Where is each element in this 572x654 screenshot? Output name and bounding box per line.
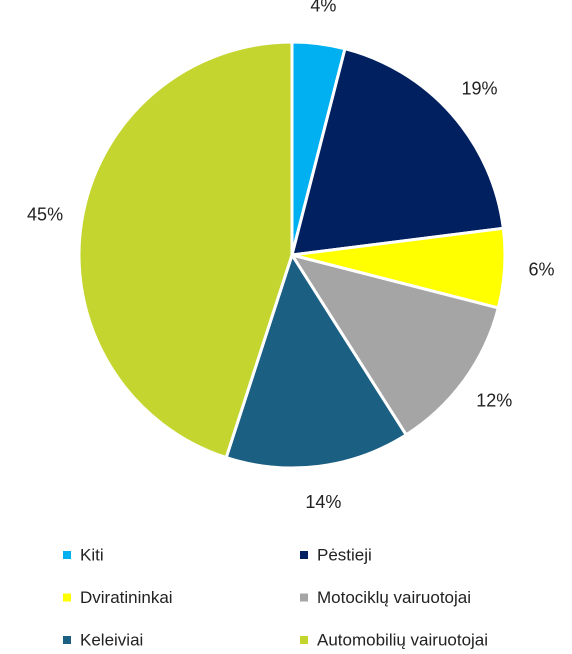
legend-label: Keleiviai <box>80 630 143 649</box>
pie-slice <box>289 46 505 257</box>
legend-swatch <box>300 551 308 559</box>
legend-swatch <box>300 593 308 602</box>
legend-swatch <box>63 593 71 602</box>
pie-slice <box>77 40 294 460</box>
legend-swatch <box>63 636 71 644</box>
pie-slice <box>288 252 501 437</box>
legend-label: Kiti <box>80 545 104 564</box>
data-label: 4% <box>310 0 336 16</box>
pie-slice <box>224 251 409 470</box>
legend-swatch <box>63 551 71 559</box>
data-label: 19% <box>462 78 498 98</box>
legend-swatch <box>300 636 308 644</box>
data-label: 12% <box>476 391 512 411</box>
data-label: 6% <box>528 259 554 279</box>
legend-label: Automobilių vairuotojai <box>317 630 488 649</box>
legend-label: Motociklų vairuotojai <box>317 588 471 607</box>
data-label: 45% <box>27 205 63 225</box>
legend-label: Dviratininkai <box>80 588 173 607</box>
legend-label: Pėstieji <box>317 545 372 564</box>
data-label: 14% <box>305 492 341 512</box>
